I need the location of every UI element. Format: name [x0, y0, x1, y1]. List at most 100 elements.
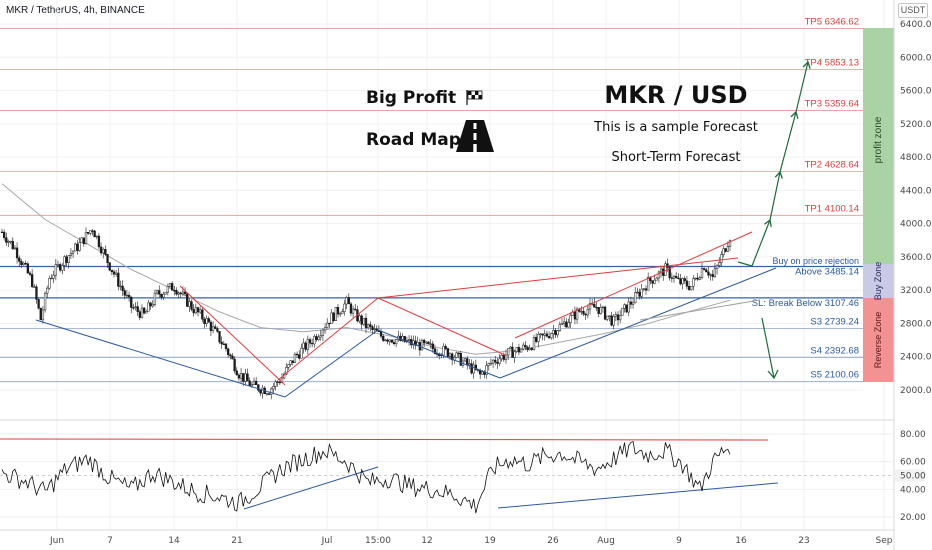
candle-body [192, 309, 195, 314]
candle-body [709, 274, 712, 276]
candle-body [311, 342, 314, 345]
level-label-3: TP2 4628.64 [805, 159, 859, 170]
candle-body [166, 286, 169, 293]
candle-body [588, 303, 592, 310]
candle-body [634, 292, 637, 304]
candle-body [657, 271, 661, 279]
price-axis: 6400.00 6000.00 5600.00 5200.00 4800.00 4400.… [900, 20, 932, 396]
candle-body [175, 290, 178, 295]
candle-body [369, 324, 372, 327]
candle-body [513, 351, 516, 358]
arrow-head [802, 60, 811, 69]
candle-body [446, 348, 449, 357]
rsi-path [1, 440, 731, 514]
candle-body [636, 291, 639, 294]
candle-body [164, 291, 167, 295]
candle-body [425, 341, 428, 344]
candle-body [43, 292, 47, 311]
candle-body [459, 353, 462, 366]
candle-body [351, 308, 355, 314]
candle-body [726, 246, 729, 252]
candle-body [567, 322, 570, 328]
candle-body [698, 277, 701, 280]
candle-body [507, 348, 510, 356]
candle-body [603, 306, 607, 320]
candle-body [160, 294, 163, 298]
candle-body [293, 353, 297, 363]
candle-body [433, 348, 437, 354]
candle-body [489, 362, 493, 365]
level-label-5: Above 3485.14 [795, 266, 859, 277]
candle-body [705, 269, 708, 273]
candle-body [76, 243, 79, 251]
candle-body [668, 267, 671, 278]
candle-body [647, 276, 650, 291]
candle-body [715, 265, 719, 269]
candle-body [104, 249, 107, 255]
road-map-title: Road Map [366, 130, 461, 150]
down-arrow [761, 317, 775, 379]
candle-body [84, 232, 88, 245]
candle-body [304, 342, 307, 350]
trendline-red-2 [277, 297, 379, 381]
candle-body [91, 230, 94, 232]
candle-body [203, 318, 206, 324]
candle-body [700, 268, 704, 279]
candle-body [414, 340, 417, 346]
candle-body [205, 318, 208, 324]
candle-body [145, 311, 148, 314]
candle-body [24, 262, 27, 265]
buy-note: Buy on price rejection [772, 256, 859, 266]
reverse-zone [863, 298, 894, 382]
candle-body [61, 265, 64, 271]
candle-body [595, 306, 598, 309]
candle-body [517, 347, 521, 353]
candle-body [675, 275, 678, 279]
candle-body [50, 277, 53, 280]
candle-body [692, 278, 695, 287]
candle-body [683, 278, 686, 282]
candle-body [448, 353, 452, 357]
candle-body [670, 277, 673, 279]
trendline-red-3 [377, 297, 506, 356]
time-tick-2: 14 [168, 536, 180, 546]
candle-body [539, 333, 542, 335]
candle-body [474, 364, 477, 370]
trend-lines [35, 231, 777, 398]
rsi-tick-0: 80.00 [900, 430, 926, 440]
rsi-tick-1: 60.00 [900, 458, 926, 468]
candle-body [485, 365, 488, 375]
road-icon [456, 120, 494, 152]
rsi-blue-trend-2 [497, 482, 779, 509]
candle-body [526, 346, 529, 351]
candle-body [681, 278, 684, 285]
candle-body [285, 367, 288, 375]
candle-body [392, 342, 396, 345]
candle-body [119, 285, 122, 288]
trendline-blue-3 [377, 329, 501, 379]
candle-body [522, 344, 525, 350]
candle-body [655, 277, 658, 281]
candle-body [491, 359, 495, 364]
candle-body [211, 326, 215, 331]
candle-body [685, 280, 689, 287]
pair-title: MKR / USD [604, 81, 747, 109]
candle-body [56, 264, 60, 266]
candle-body [267, 393, 271, 395]
candle-body [420, 339, 424, 351]
forecast-arrows [737, 60, 811, 380]
candle-body [672, 275, 676, 279]
candle-body [498, 358, 501, 364]
currency-badge[interactable]: USDT [898, 3, 928, 18]
candle-body [257, 384, 260, 391]
candle-body [707, 271, 710, 276]
price-tick-9: 2800.00 [900, 319, 932, 329]
candle-body [11, 240, 14, 250]
candle-body [28, 272, 32, 275]
candle-body [367, 324, 370, 328]
candle-body [302, 342, 305, 349]
rsi-tick-3: 40.00 [900, 485, 926, 495]
candle-body [427, 341, 430, 345]
candle-body [259, 390, 262, 394]
